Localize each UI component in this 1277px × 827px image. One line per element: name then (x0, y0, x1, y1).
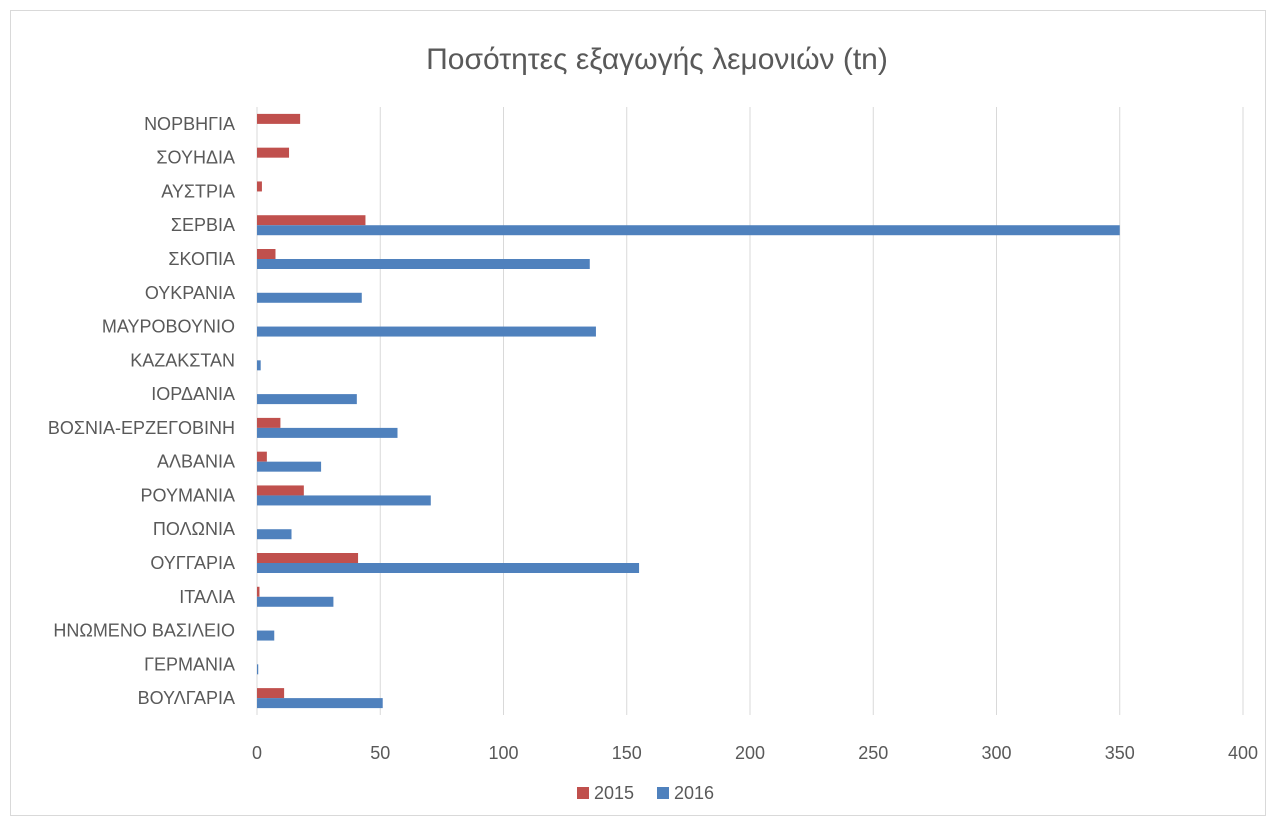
bar-2016 (257, 292, 362, 303)
chart-title: Ποσότητες εξαγωγής λεμονιών (tn) (426, 43, 888, 76)
bar-2016 (257, 563, 640, 573)
legend: 2015 2016 (577, 783, 714, 803)
category-label: ΓΕΡΜΑΝΙΑ (144, 654, 235, 674)
bar-2016 (257, 461, 322, 472)
legend-label: 2015 (594, 783, 634, 803)
bar-2015 (257, 215, 366, 226)
chart-container: Ποσότητες εξαγωγής λεμονιών (tn) ΝΟΡΒΗΓΙ… (10, 10, 1266, 816)
category-label: ΗΝΩΜΕΝΟ ΒΑΣΙΛΕΙΟ (53, 621, 235, 641)
bar-2016 (257, 529, 292, 540)
category-label: ΚΑΖΑΚΣΤΑΝ (130, 350, 235, 370)
bar-2016 (257, 259, 590, 269)
bar-2015 (257, 113, 301, 124)
bar-2015 (257, 451, 267, 462)
x-tick-label: 50 (370, 743, 390, 763)
x-tick-label: 100 (488, 743, 518, 763)
category-label: ΑΛΒΑΝΙΑ (157, 452, 235, 472)
bar-2015 (257, 417, 281, 428)
bar-2016 (257, 427, 398, 438)
category-label: ΝΟΡΒΗΓΙΑ (144, 114, 235, 134)
category-label: ΟΥΓΓΑΡΙΑ (150, 553, 235, 573)
category-label: ΡΟΥΜΑΝΙΑ (141, 485, 235, 505)
x-tick-label: 200 (735, 743, 765, 763)
bar-2015 (257, 688, 285, 699)
chart-svg: Ποσότητες εξαγωγής λεμονιών (tn) ΝΟΡΒΗΓΙ… (48, 43, 1258, 803)
bar-2016 (257, 664, 259, 675)
bar-2016 (257, 698, 383, 709)
bar-2015 (257, 586, 260, 597)
x-tick-label: 350 (1105, 743, 1135, 763)
bar-2016 (257, 326, 596, 337)
category-label: ΣΚΟΠΙΑ (168, 249, 235, 269)
category-labels: ΝΟΡΒΗΓΙΑ ΣΟΥΗΔΙΑ ΑΥΣΤΡΙΑ ΣΕΡΒΙΑ ΣΚΟΠΙΑ ΟΥΚΡΑΝ… (48, 114, 235, 708)
bar-2016 (257, 394, 357, 405)
x-tick-label: 250 (858, 743, 888, 763)
gridlines (379, 107, 1244, 715)
category-label: ΙΟΡΔΑΝΙΑ (151, 384, 235, 404)
x-tick-label: 150 (612, 743, 642, 763)
bar-2016 (257, 596, 334, 607)
legend-label: 2016 (674, 783, 714, 803)
category-label: ΑΥΣΤΡΙΑ (161, 181, 235, 201)
category-label: ΜΑΥΡΟΒΟΥΝΙΟ (102, 317, 235, 337)
category-label: ΙΤΑΛΙΑ (179, 587, 235, 607)
x-tick-labels: 0 50 100 150 200 250 300 350 400 (252, 743, 1258, 763)
bar-2016 (257, 495, 431, 506)
x-tick-label: 300 (981, 743, 1011, 763)
bar-2015 (257, 147, 290, 158)
legend-swatch (657, 787, 669, 799)
category-label: ΟΥΚΡΑΝΙΑ (145, 283, 235, 303)
bar-2016 (257, 225, 1120, 236)
bar-2015 (257, 485, 304, 496)
bar-2016 (257, 360, 261, 371)
category-label: ΒΟΣΝΙΑ-ΕΡΖΕΓΟΒΙΝΗ (48, 418, 235, 438)
bar-2015 (257, 181, 262, 192)
legend-swatch (577, 787, 589, 799)
bar-2016 (257, 630, 275, 641)
bar-2015 (257, 553, 359, 563)
category-label: ΣΕΡΒΙΑ (171, 215, 235, 235)
x-tick-label: 0 (252, 743, 262, 763)
x-tick-label: 400 (1228, 743, 1258, 763)
bar-2015 (257, 249, 276, 259)
bars (257, 113, 1120, 709)
category-label: ΒΟΥΛΓΑΡΙΑ (138, 688, 235, 708)
category-label: ΠΟΛΩΝΙΑ (153, 519, 235, 539)
category-label: ΣΟΥΗΔΙΑ (156, 148, 235, 168)
